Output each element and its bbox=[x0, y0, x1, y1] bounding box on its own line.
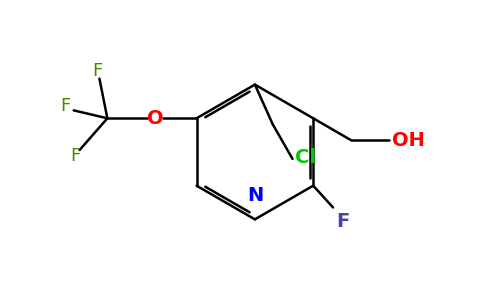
Text: OH: OH bbox=[393, 130, 425, 150]
Text: F: F bbox=[336, 212, 349, 231]
Text: Cl: Cl bbox=[296, 148, 317, 167]
Text: F: F bbox=[92, 62, 103, 80]
Text: F: F bbox=[60, 98, 71, 116]
Text: F: F bbox=[71, 147, 81, 165]
Text: O: O bbox=[147, 109, 163, 128]
Text: N: N bbox=[247, 187, 263, 206]
